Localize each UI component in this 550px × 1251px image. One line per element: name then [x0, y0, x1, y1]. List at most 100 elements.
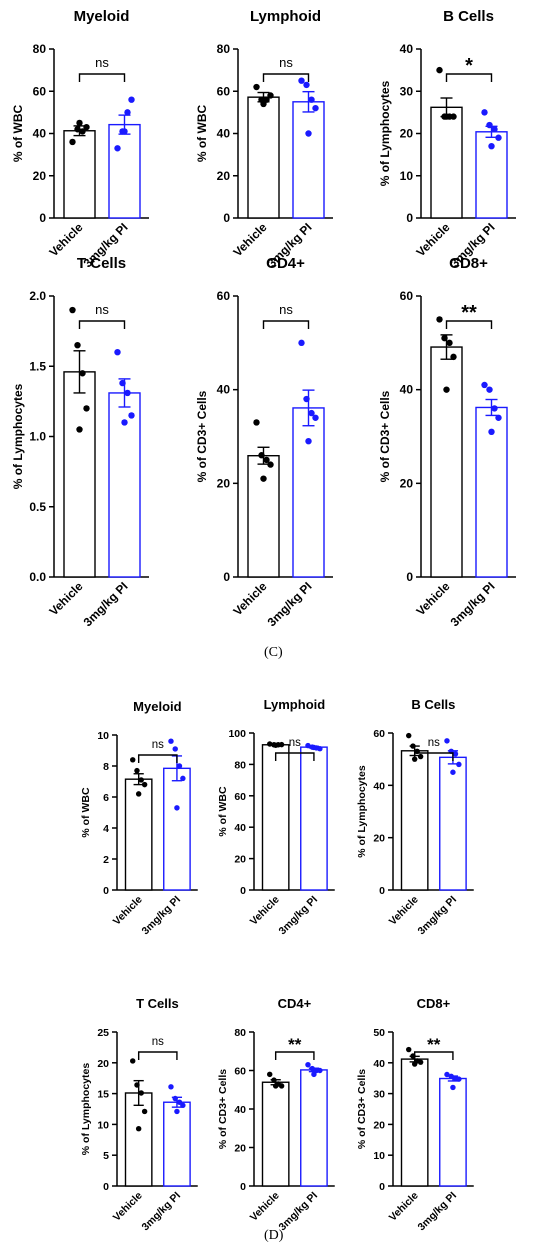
y-tick-label: 40	[234, 1104, 246, 1116]
y-tick-label: 0	[103, 885, 109, 897]
y-tick-label: 20	[97, 1058, 109, 1070]
y-tick-label: 40	[373, 780, 385, 792]
significance-bracket	[78, 320, 126, 329]
y-tick-label: 60	[234, 1066, 246, 1078]
chart-title: Myeloid	[74, 8, 130, 25]
y-tick-label: 60	[33, 84, 47, 98]
data-point	[443, 386, 450, 393]
data-point	[119, 379, 126, 387]
significance-label: ns	[152, 739, 164, 751]
data-point	[134, 1082, 140, 1088]
y-axis-label: % of Lymphocytes	[356, 765, 368, 858]
panel-label-d: (D)	[264, 1228, 284, 1243]
bar	[439, 756, 467, 891]
data-point	[260, 475, 267, 482]
data-point	[450, 769, 456, 775]
bar	[124, 778, 153, 891]
y-axis-label: % of Lymphocytes	[11, 383, 25, 489]
data-point	[138, 1090, 144, 1096]
data-point	[488, 142, 495, 150]
data-point	[317, 1067, 323, 1074]
y-tick-label: 80	[234, 1027, 246, 1039]
y-tick-label: 80	[217, 42, 231, 56]
x-tick-label: Vehicle	[230, 220, 269, 259]
y-tick-label: 0	[223, 211, 230, 225]
data-point	[83, 405, 90, 412]
data-point	[443, 113, 450, 120]
data-point	[180, 775, 186, 782]
chart-10: T Cells 0 5 10 15 20 25 % of Lymphocytes Vehicle…	[80, 996, 198, 1233]
bar	[300, 1069, 328, 1187]
significance-bracket	[262, 73, 310, 82]
data-point	[417, 1059, 424, 1065]
data-point	[406, 1046, 412, 1053]
data-point	[308, 96, 315, 103]
y-tick-label: 4	[103, 823, 109, 835]
y-tick-label: 20	[373, 1119, 385, 1131]
significance-label: ns	[95, 302, 109, 317]
y-axis-label: % of Lymphocytes	[80, 1063, 92, 1156]
bar	[430, 106, 463, 219]
data-point	[308, 409, 315, 417]
data-point	[114, 145, 121, 152]
x-tick-label: Vehicle	[387, 1190, 421, 1224]
x-tick-label: 3mg/kg PI	[415, 1190, 459, 1234]
significance-label: ns	[428, 737, 440, 749]
data-point	[272, 1083, 279, 1089]
bar	[261, 744, 290, 891]
x-tick-label: Vehicle	[387, 894, 421, 928]
data-point	[124, 389, 131, 397]
y-tick-label: 0	[406, 570, 413, 584]
data-point	[174, 805, 180, 811]
data-point	[74, 341, 81, 349]
bar	[430, 346, 463, 578]
y-tick-label: 10	[400, 169, 414, 183]
chart-4: T Cells 0.0 0.5 1.0 1.5 2.0 % of Lymphocytes Ve…	[11, 255, 149, 629]
y-tick-label: 40	[33, 127, 47, 141]
x-tick-label: Vehicle	[413, 220, 452, 259]
significance-bracket	[262, 320, 310, 329]
significance-bracket	[137, 1051, 178, 1060]
y-tick-label: 25	[97, 1027, 109, 1039]
y-tick-label: 20	[234, 854, 246, 866]
data-point	[272, 742, 279, 748]
data-point	[305, 130, 312, 137]
significance-bracket	[274, 1051, 315, 1060]
data-point	[311, 744, 317, 751]
chart-title: Lymphoid	[264, 697, 326, 712]
data-point	[417, 753, 424, 760]
data-point	[141, 781, 148, 788]
y-tick-label: 100	[228, 728, 246, 740]
y-tick-label: 1.0	[29, 430, 46, 444]
significance-label: **	[427, 1035, 441, 1054]
bar	[292, 101, 325, 219]
bar	[163, 1101, 191, 1187]
significance-label: ns	[279, 302, 293, 317]
data-point	[141, 1108, 148, 1115]
data-point	[486, 121, 493, 129]
data-point	[278, 741, 285, 748]
y-tick-label: 6	[103, 792, 109, 804]
data-point	[114, 349, 121, 356]
y-tick-label: 10	[97, 730, 109, 742]
data-point	[312, 104, 319, 112]
y-tick-label: 40	[234, 822, 246, 834]
data-point	[448, 1073, 454, 1080]
chart-12: CD8+ 0 10 20 30 40 50 % of CD3+ Cells Vehicle3mg…	[356, 996, 474, 1233]
significance-label: ns	[289, 737, 301, 749]
data-point	[124, 109, 131, 116]
significance-bracket	[413, 1051, 454, 1060]
data-point	[130, 757, 136, 763]
significance-bracket	[78, 73, 126, 82]
significance-label: **	[461, 302, 477, 324]
y-tick-label: 60	[217, 289, 231, 303]
data-point	[446, 339, 453, 347]
data-point	[456, 761, 462, 768]
data-point	[312, 414, 319, 421]
data-point	[263, 456, 270, 464]
chart-8: Lymphoid 0 20 40 60 80 100 % of WBC Vehicle3mg/k…	[217, 697, 335, 937]
y-axis-label: % of Lymphocytes	[378, 80, 392, 186]
bar	[439, 1077, 467, 1187]
data-point	[121, 419, 128, 426]
y-tick-label: 0	[379, 1181, 385, 1193]
